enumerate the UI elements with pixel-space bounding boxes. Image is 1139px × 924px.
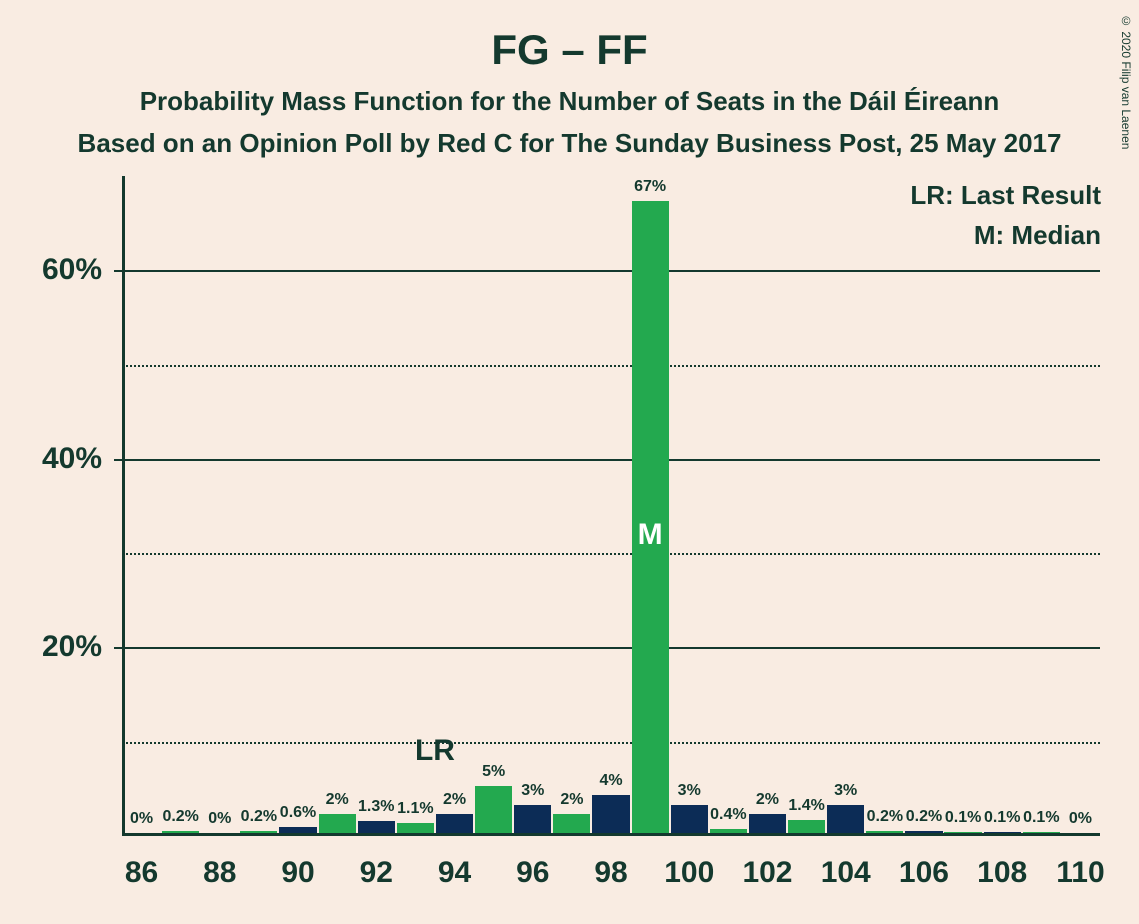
- grid-line-minor: [122, 553, 1100, 555]
- bar: [397, 823, 434, 833]
- bar: [358, 821, 395, 833]
- x-tick-label: 102: [742, 856, 792, 890]
- bar: [592, 795, 629, 833]
- bar: [710, 829, 747, 833]
- y-tick-mark: [114, 647, 122, 649]
- bar-value-label: 1.3%: [358, 798, 394, 816]
- bar-value-label: 2%: [326, 791, 349, 809]
- bar-value-label: 1.4%: [788, 797, 824, 815]
- bar-value-label: 5%: [482, 763, 505, 781]
- plot-area: 20%40%60%8688909294969810010210410610811…: [122, 176, 1100, 836]
- x-tick-label: 104: [821, 856, 871, 890]
- x-axis: [122, 833, 1100, 836]
- bar: [1023, 832, 1060, 833]
- bar-value-label: 4%: [599, 772, 622, 790]
- bar: [514, 805, 551, 833]
- bar: [905, 831, 942, 833]
- x-tick-label: 92: [360, 856, 393, 890]
- bar-value-label: 0.4%: [710, 806, 746, 824]
- y-axis: [122, 176, 125, 836]
- x-tick-label: 94: [438, 856, 471, 890]
- x-tick-label: 98: [594, 856, 627, 890]
- bar: [319, 814, 356, 833]
- y-tick-label: 40%: [22, 442, 102, 476]
- y-tick-label: 20%: [22, 630, 102, 664]
- bar: [944, 832, 981, 833]
- bar-value-label: 3%: [521, 782, 544, 800]
- x-tick-label: 108: [977, 856, 1027, 890]
- x-tick-label: 106: [899, 856, 949, 890]
- bar: [475, 786, 512, 833]
- bar-value-label: 0%: [1069, 810, 1092, 828]
- grid-line-minor: [122, 742, 1100, 744]
- y-tick-mark: [114, 459, 122, 461]
- bar: [162, 831, 199, 833]
- bar-value-label: 0.2%: [867, 808, 903, 826]
- bar-value-label: 0.1%: [945, 809, 981, 827]
- chart-container: FG – FF Probability Mass Function for th…: [0, 0, 1139, 924]
- x-tick-label: 86: [125, 856, 158, 890]
- grid-line-major: [122, 459, 1100, 461]
- bar: [671, 805, 708, 833]
- bar: [553, 814, 590, 833]
- bar-value-label: 1.1%: [397, 800, 433, 818]
- grid-line-minor: [122, 365, 1100, 367]
- x-tick-label: 110: [1056, 856, 1104, 890]
- bar: [866, 831, 903, 833]
- bar-value-label: 0%: [208, 810, 231, 828]
- bar: [749, 814, 786, 833]
- grid-line-major: [122, 647, 1100, 649]
- chart-subtitle-2: Based on an Opinion Poll by Red C for Th…: [0, 128, 1139, 159]
- median-marker: M: [638, 518, 663, 552]
- bar-value-label: 0.1%: [984, 809, 1020, 827]
- copyright-text: © 2020 Filip van Laenen: [1119, 14, 1133, 149]
- x-tick-label: 96: [516, 856, 549, 890]
- bar-value-label: 0%: [130, 810, 153, 828]
- bar-value-label: 2%: [756, 791, 779, 809]
- bar-value-label: 0.2%: [241, 808, 277, 826]
- x-tick-label: 88: [203, 856, 236, 890]
- chart-title-main: FG – FF: [0, 26, 1139, 74]
- chart-subtitle-1: Probability Mass Function for the Number…: [0, 86, 1139, 117]
- bar: [240, 831, 277, 833]
- bar-value-label: 2%: [560, 791, 583, 809]
- x-tick-label: 100: [664, 856, 714, 890]
- bar-value-label: 67%: [634, 178, 666, 196]
- bar-value-label: 2%: [443, 791, 466, 809]
- bar: [827, 805, 864, 833]
- bar: [984, 832, 1021, 833]
- bar-value-label: 3%: [678, 782, 701, 800]
- y-tick-label: 60%: [22, 253, 102, 287]
- bar-value-label: 0.1%: [1023, 809, 1059, 827]
- bar-value-label: 0.6%: [280, 804, 316, 822]
- bar: [436, 814, 473, 833]
- bar-value-label: 0.2%: [906, 808, 942, 826]
- last-result-marker: LR: [415, 734, 455, 768]
- bar: [788, 820, 825, 833]
- x-tick-label: 90: [281, 856, 314, 890]
- bar-value-label: 3%: [834, 782, 857, 800]
- y-tick-mark: [114, 270, 122, 272]
- grid-line-major: [122, 270, 1100, 272]
- bar-value-label: 0.2%: [162, 808, 198, 826]
- bar: [279, 827, 316, 833]
